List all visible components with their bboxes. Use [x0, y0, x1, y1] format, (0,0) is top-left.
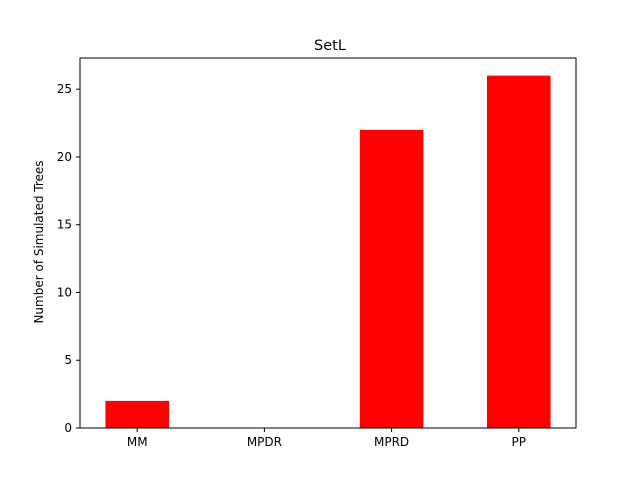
bar-pp [486, 75, 551, 428]
x-tick-label: MPRD [374, 435, 409, 449]
x-tick-label: PP [512, 435, 526, 449]
x-tick-label: MM [127, 435, 148, 449]
bar-mm [105, 400, 170, 428]
x-tick-label: MPDR [247, 435, 282, 449]
bars-group [105, 75, 551, 429]
y-tick-label: 10 [57, 285, 72, 299]
y-axis: 0 5 10 15 20 25 [57, 82, 80, 435]
y-tick-label: 20 [57, 150, 72, 164]
x-axis: MM MPDR MPRD PP [127, 428, 526, 449]
y-axis-label: Number of Simulated Trees [32, 160, 46, 323]
y-tick-label: 15 [57, 218, 72, 232]
bar-mprd [359, 129, 424, 429]
y-tick-label: 0 [64, 421, 72, 435]
plot-frame [79, 57, 577, 429]
y-tick-label: 5 [64, 353, 72, 367]
y-tick-label: 25 [57, 82, 72, 96]
chart-title: SetL [314, 38, 346, 54]
